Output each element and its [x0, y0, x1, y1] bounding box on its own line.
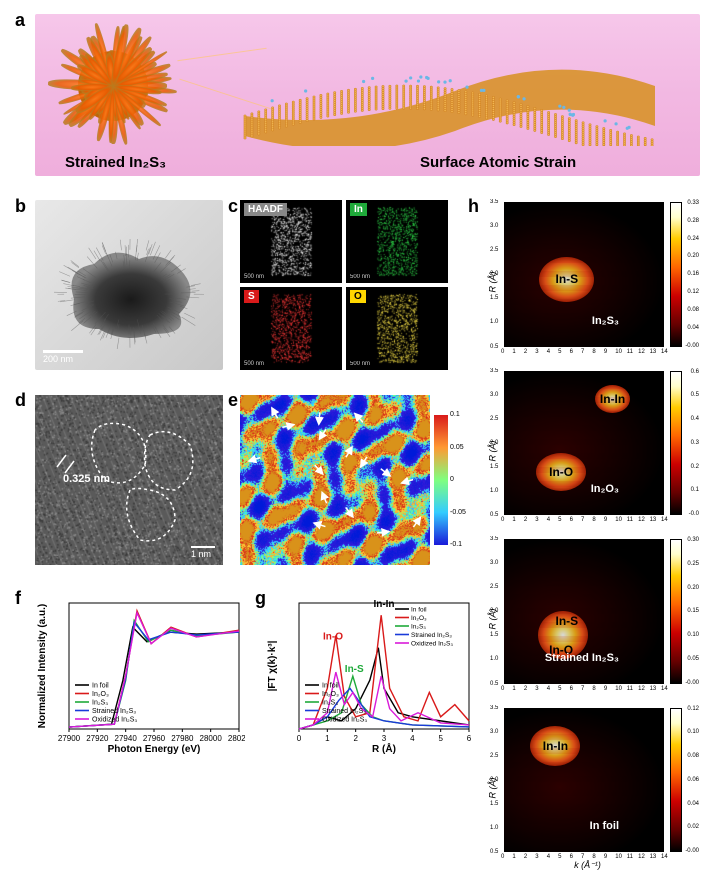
- svg-text:3: 3: [382, 734, 387, 743]
- svg-text:27940: 27940: [115, 734, 138, 743]
- panel-f-label: f: [15, 588, 21, 609]
- svg-text:27900: 27900: [58, 734, 81, 743]
- panel-b-scalebar: 200 nm: [43, 350, 83, 364]
- svg-text:In-In: In-In: [373, 599, 394, 610]
- svg-text:0: 0: [297, 734, 302, 743]
- svg-text:5: 5: [438, 734, 443, 743]
- wavelet-in-s-: In-SIn₂S₃0.330.280.240.200.160.120.080.0…: [480, 200, 704, 365]
- panel-b-tem: 200 nm: [35, 200, 223, 370]
- svg-text:In foil: In foil: [92, 683, 109, 690]
- eds-label: O: [350, 290, 366, 303]
- svg-text:28000: 28000: [200, 734, 223, 743]
- panel-g-exafs-ft: 0123456R (Å)|FT χ(k)·k³|In foilIn₂O₃In₂S…: [265, 595, 475, 755]
- panel-b-label: b: [15, 196, 26, 217]
- svg-text:4: 4: [410, 734, 415, 743]
- svg-text:In foil: In foil: [411, 607, 427, 614]
- gpa-colorbar: 0.10.050-0.05-0.1: [434, 415, 448, 545]
- panel-d-label: d: [15, 390, 26, 411]
- lattice-spacing: 0.325 nm: [63, 473, 110, 485]
- panel-h-wavelet: In-SIn₂S₃0.330.280.240.200.160.120.080.0…: [480, 200, 704, 870]
- svg-text:Photon Energy (eV): Photon Energy (eV): [108, 744, 201, 755]
- svg-text:In-O: In-O: [323, 632, 343, 643]
- strained-in2s3-flower: [49, 22, 177, 150]
- panel-a-label: a: [15, 10, 25, 31]
- svg-text:Strained In₂S₃: Strained In₂S₃: [92, 708, 136, 715]
- svg-text:In foil: In foil: [322, 683, 339, 690]
- svg-text:27980: 27980: [171, 734, 194, 743]
- svg-text:2: 2: [353, 734, 358, 743]
- svg-text:Normalized Intensity (a.u.): Normalized Intensity (a.u.): [37, 604, 48, 728]
- atomic-sheet: [235, 36, 665, 146]
- svg-text:In-S: In-S: [345, 664, 364, 675]
- caption-strained: Strained In₂S₃: [65, 154, 166, 171]
- eds-map-haadf: HAADF500 nm: [240, 200, 342, 283]
- panel-c-eds-maps: HAADF500 nmIn500 nmS500 nmO500 nm: [240, 200, 448, 370]
- svg-text:In₂O₃: In₂O₃: [92, 691, 109, 698]
- svg-text:R (Å): R (Å): [372, 742, 396, 755]
- svg-text:In₂S₃: In₂S₃: [411, 624, 426, 631]
- panel-d-scalebar: 1 nm: [191, 546, 215, 559]
- svg-text:In₂S₃: In₂S₃: [92, 700, 108, 707]
- svg-text:Strained In₂S₃: Strained In₂S₃: [322, 708, 366, 715]
- svg-text:28020: 28020: [228, 734, 245, 743]
- svg-text:27920: 27920: [86, 734, 109, 743]
- svg-text:In₂S₃: In₂S₃: [322, 700, 338, 707]
- panel-a-schematic: Strained In₂S₃ Surface Atomic Strain: [35, 14, 700, 176]
- eds-label: S: [244, 290, 259, 303]
- svg-text:In₂O₃: In₂O₃: [322, 691, 339, 698]
- panel-c-label: c: [228, 196, 238, 217]
- wavelet-in-foil: In-InIn foil0.120.100.080.060.040.02-0.0…: [480, 706, 704, 871]
- eds-label: In: [350, 203, 367, 216]
- panel-f-xanes: 27900 27920 27940 27960 27980 28000 28020 Photo…: [35, 595, 245, 755]
- svg-text:In₂O₃: In₂O₃: [411, 615, 427, 622]
- svg-text:Oxidized In₂S₃: Oxidized In₂S₃: [322, 717, 367, 724]
- gpa-arrows: [240, 395, 430, 565]
- eds-map-in: In500 nm: [346, 200, 448, 283]
- panel-h-label: h: [468, 196, 479, 217]
- svg-text:Strained In₂S₃: Strained In₂S₃: [411, 632, 452, 639]
- svg-text:Oxidized In₂S₃: Oxidized In₂S₃: [92, 717, 137, 724]
- eds-label: HAADF: [244, 203, 287, 216]
- wavelet-in-o-: In-OIn-InIn₂O₃0.60.50.40.30.20.1-0.0R (Å…: [480, 369, 704, 534]
- svg-text:|FT χ(k)·k³|: |FT χ(k)·k³|: [267, 640, 278, 691]
- svg-text:1: 1: [325, 734, 330, 743]
- wavelet-strained-in-s-: In-SIn-OStrained In₂S₃0.300.250.200.150.…: [480, 537, 704, 702]
- caption-surface-strain: Surface Atomic Strain: [420, 154, 576, 171]
- panel-e-gpa-strain: 0.10.050-0.05-0.1: [240, 395, 448, 565]
- tem-particle: [54, 239, 204, 349]
- eds-map-o: O500 nm: [346, 287, 448, 370]
- panel-d-hrtem: 0.325 nm 1 nm: [35, 395, 223, 565]
- svg-text:6: 6: [467, 734, 472, 743]
- svg-text:Oxidized In₂S₃: Oxidized In₂S₃: [411, 641, 453, 648]
- svg-text:27960: 27960: [143, 734, 166, 743]
- eds-map-s: S500 nm: [240, 287, 342, 370]
